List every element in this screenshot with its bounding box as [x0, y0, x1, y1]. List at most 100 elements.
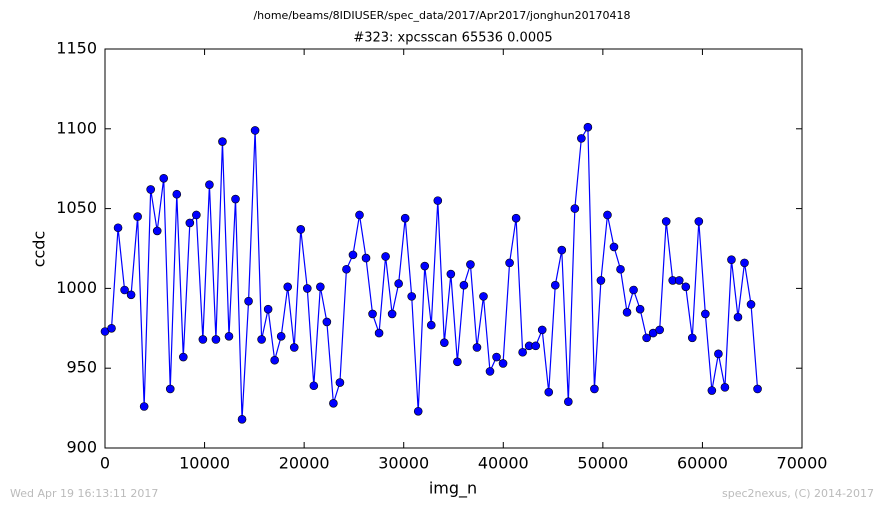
data-point [531, 341, 540, 351]
data-point [466, 260, 475, 269]
footer-right: spec2nexus, (C) 2014-2017 [722, 487, 874, 500]
data-point [635, 304, 645, 314]
data-point [440, 338, 449, 347]
data-point [335, 378, 345, 387]
data-point [681, 282, 691, 292]
data-point [205, 180, 214, 189]
x-tick-label: 20000 [279, 454, 330, 473]
data-point [394, 279, 403, 288]
data-point [616, 264, 625, 274]
data-point [237, 414, 247, 424]
data-point [198, 335, 208, 344]
data-point [433, 196, 443, 205]
data-point [426, 320, 436, 330]
y-axis-label: ccdc [30, 231, 49, 268]
data-point [596, 276, 606, 285]
data-point [544, 387, 554, 397]
data-point [577, 134, 586, 143]
data-point [126, 290, 136, 300]
data-point [492, 352, 501, 362]
data-line [104, 125, 759, 420]
data-point [459, 280, 469, 290]
data-point [309, 381, 319, 391]
data-point [289, 343, 299, 352]
data-point [270, 355, 279, 365]
y-tick-label: 950 [66, 358, 97, 377]
data-point [263, 304, 273, 314]
data-point [753, 384, 762, 394]
x-tick-label: 30000 [378, 454, 429, 473]
x-tick-label: 50000 [577, 454, 628, 473]
x-tick-label: 60000 [677, 454, 728, 473]
data-point [361, 253, 371, 263]
data-point [355, 210, 364, 220]
y-tick-label: 1100 [56, 118, 97, 137]
data-point [609, 242, 619, 252]
data-point [165, 384, 175, 394]
data-point [603, 210, 612, 220]
data-point [185, 218, 195, 228]
data-point [172, 189, 182, 199]
data-point [133, 212, 142, 221]
data-point [687, 333, 697, 343]
data-point [302, 284, 312, 293]
data-point [322, 317, 332, 327]
data-point [113, 223, 123, 233]
data-point [374, 328, 384, 338]
data-point [211, 335, 221, 344]
data-point [655, 325, 664, 335]
x-axis-label: img_n [429, 479, 477, 499]
data-point [701, 309, 710, 319]
y-tick-label: 1150 [56, 39, 97, 58]
data-point [250, 126, 260, 135]
data-point [231, 194, 240, 204]
data-point [642, 333, 651, 343]
data-point [707, 386, 717, 395]
data-point [400, 213, 410, 223]
y-tick-label: 1000 [56, 278, 97, 297]
data-point [413, 406, 423, 416]
data-point [120, 285, 129, 295]
data-point [472, 343, 482, 352]
footer-left: Wed Apr 19 16:13:11 2017 [10, 487, 158, 500]
data-point [453, 357, 462, 367]
data-point [674, 276, 684, 285]
data-point [505, 258, 514, 268]
data-point [139, 402, 149, 411]
data-point [485, 367, 495, 376]
data-point [342, 264, 351, 274]
plot-frame [104, 48, 803, 449]
data-point [316, 282, 325, 292]
data-point [518, 347, 527, 357]
data-point [629, 285, 638, 295]
data-point [244, 296, 253, 306]
x-tick-label: 10000 [179, 454, 230, 473]
suptitle: /home/beams/8IDIUSER/spec_data/2017/Apr2… [253, 9, 630, 22]
data-point [218, 137, 227, 146]
data-point [283, 282, 293, 292]
data-point [407, 292, 416, 301]
x-tick-label: 70000 [777, 454, 828, 473]
data-point [329, 399, 338, 408]
data-point [498, 359, 508, 368]
data-point [107, 323, 116, 333]
y-tick-label: 900 [66, 438, 97, 457]
data-point [727, 255, 736, 264]
data-point [387, 309, 397, 319]
data-point [381, 252, 390, 261]
data-point [590, 384, 599, 394]
data-point [537, 325, 547, 335]
data-point [146, 185, 155, 194]
data-point [733, 312, 743, 322]
data-point [159, 173, 169, 183]
data-point [296, 225, 306, 234]
data-point [420, 261, 430, 271]
data-point [550, 280, 560, 290]
data-point [661, 217, 671, 226]
data-point [224, 331, 234, 341]
data-point [511, 213, 521, 223]
data-point [276, 331, 286, 341]
data-point [714, 349, 723, 359]
data-point [348, 250, 358, 260]
